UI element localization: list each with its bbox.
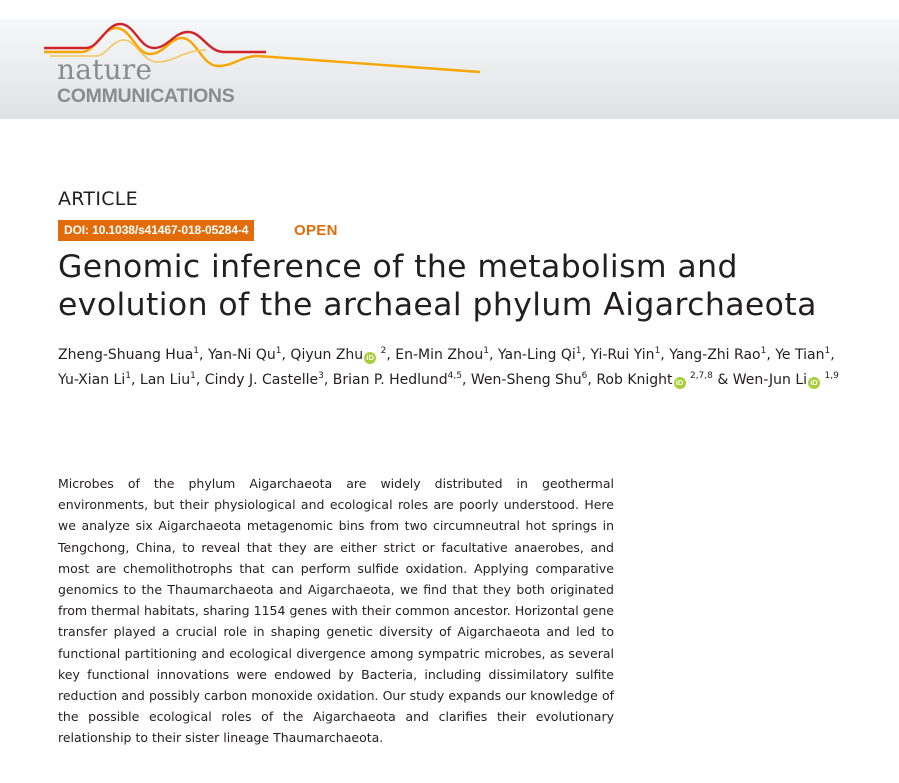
author-name[interactable]: Qiyun Zhu — [290, 347, 364, 363]
author-name[interactable]: Lan Liu — [139, 371, 191, 388]
affiliation-marker[interactable]: 1 — [760, 346, 767, 356]
author-name[interactable]: Yan-Ling Qi — [497, 347, 576, 363]
affiliation-marker[interactable]: 1 — [654, 346, 661, 356]
author-name[interactable]: Rob Knight — [596, 371, 673, 388]
open-access-label: OPEN — [294, 222, 338, 239]
affiliation-marker[interactable]: 1,9 — [824, 370, 839, 381]
author-name[interactable]: En-Min Zhou — [395, 347, 484, 363]
doi-link[interactable]: DOI: 10.1038/s41467-018-05284-4 — [58, 220, 255, 241]
author-name[interactable]: Wen-Jun Li — [732, 371, 808, 388]
author-name[interactable]: Zheng-Shuang Hua — [58, 347, 194, 363]
author-list: Zheng-Shuang Hua1, Yan-Ni Qu1, Qiyun Zhu… — [58, 346, 839, 389]
author-name[interactable]: Wen-Sheng Shu — [470, 371, 582, 388]
author-name[interactable]: Ye Tian — [775, 347, 825, 363]
journal-name-communications: COMMUNICATIONS — [57, 85, 235, 107]
article-title: Genomic inference of the metabolism and … — [58, 249, 817, 323]
affiliation-marker[interactable]: 4,5 — [447, 370, 462, 381]
affiliation-marker[interactable]: 1 — [575, 346, 582, 356]
affiliation-marker[interactable]: 1 — [190, 370, 196, 381]
affiliation-marker[interactable]: 3 — [318, 370, 324, 381]
article-type-label: ARTICLE — [58, 188, 138, 210]
affiliation-marker[interactable]: 2,7,8 — [689, 370, 713, 381]
author-name[interactable]: Yu-Xian Li — [58, 371, 126, 388]
author-name[interactable]: Brian P. Hedlund — [332, 371, 448, 388]
affiliation-marker[interactable]: 2 — [380, 346, 387, 356]
abstract-text: Microbes of the phylum Aigarchaeota are … — [58, 476, 614, 746]
orcid-icon[interactable]: iD — [808, 376, 821, 389]
affiliation-marker[interactable]: 1 — [193, 346, 200, 356]
author-name[interactable]: Yan-Ni Qu — [207, 347, 276, 363]
author-name[interactable]: Cindy J. Castelle — [204, 371, 319, 388]
journal-logo-waves — [44, 22, 481, 74]
affiliation-marker[interactable]: 6 — [581, 370, 588, 381]
affiliation-marker[interactable]: 1 — [275, 346, 282, 356]
author-name[interactable]: Yang-Zhi Rao — [669, 347, 761, 363]
author-name[interactable]: Yi-Rui Yin — [590, 347, 655, 363]
orcid-icon[interactable]: iD — [673, 376, 686, 389]
affiliation-marker[interactable]: 1 — [483, 346, 489, 356]
affiliation-marker[interactable]: 1 — [125, 370, 131, 381]
journal-name-nature: nature — [57, 53, 153, 86]
journal-masthead: nature COMMUNICATIONS — [0, 19, 899, 119]
affiliation-marker[interactable]: 1 — [824, 346, 831, 356]
orcid-icon[interactable]: iD — [364, 352, 377, 364]
